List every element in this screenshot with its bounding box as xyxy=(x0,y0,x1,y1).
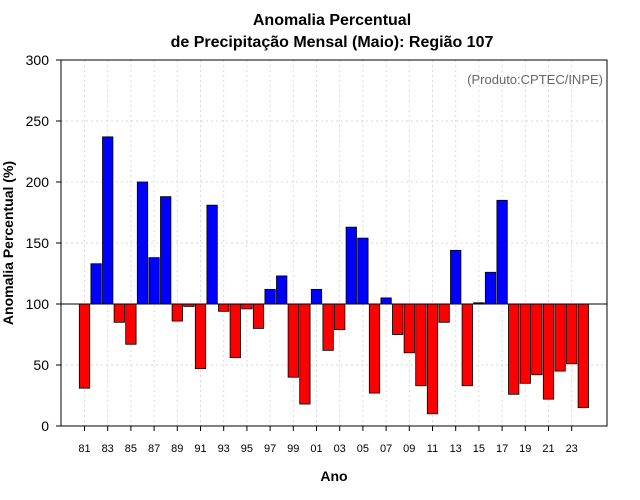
x-axis-ticks: 81 83 85 87 89 91 93 95 97 99 01 03 05 07 09 11 13 15 17 19… xyxy=(78,426,578,455)
x-tick-label-83: 83 xyxy=(102,443,114,455)
bar-21 xyxy=(542,303,555,400)
bar-03 xyxy=(334,303,346,331)
bar-14 xyxy=(461,303,473,387)
bar-04 xyxy=(345,226,357,305)
x-axis-label: Ano xyxy=(320,468,347,484)
bar-01 xyxy=(310,288,323,305)
x-tick-label-17: 17 xyxy=(496,443,508,455)
bar-09 xyxy=(403,303,415,354)
bar-16 xyxy=(484,271,497,305)
x-tick-label-93: 93 xyxy=(218,443,230,455)
bar-92 xyxy=(206,204,218,305)
bar-94 xyxy=(229,303,241,359)
bar-24 xyxy=(577,303,589,409)
y-tick-label-250: 250 xyxy=(26,113,50,129)
bar-99 xyxy=(287,303,299,378)
chart-title-line2: de Precipitação Mensal (Maio): Região 10… xyxy=(171,34,494,51)
bar-22 xyxy=(554,303,566,372)
bar-98 xyxy=(276,275,288,305)
bar-23 xyxy=(566,303,578,365)
bar-87 xyxy=(148,257,160,305)
y-tick-label-50: 50 xyxy=(33,357,49,373)
bar-02 xyxy=(322,303,334,351)
bar-08 xyxy=(392,303,404,335)
x-tick-label-97: 97 xyxy=(264,443,276,455)
bar-06 xyxy=(368,303,381,394)
bar-00 xyxy=(299,303,311,405)
bar-07 xyxy=(380,297,392,305)
y-tick-label-300: 300 xyxy=(26,52,50,68)
x-tick-label-85: 85 xyxy=(125,443,137,455)
bar-13 xyxy=(450,249,462,305)
bar-20 xyxy=(531,303,543,376)
bar-81 xyxy=(78,303,91,389)
bar-95 xyxy=(241,303,253,310)
x-tick-label-89: 89 xyxy=(171,443,183,455)
x-tick-label-03: 03 xyxy=(334,443,346,455)
bar-91 xyxy=(194,303,207,370)
x-tick-label-87: 87 xyxy=(148,443,160,455)
x-tick-label-07: 07 xyxy=(380,443,392,455)
x-tick-label-81: 81 xyxy=(78,443,90,455)
bar-85 xyxy=(125,303,137,345)
chart-title-line1: Anomalia Percentual xyxy=(253,12,411,29)
y-tick-label-150: 150 xyxy=(26,235,50,251)
y-tick-label-100: 100 xyxy=(26,296,50,312)
x-tick-label-91: 91 xyxy=(194,443,206,455)
bar-97 xyxy=(264,288,276,305)
x-tick-label-95: 95 xyxy=(241,443,253,455)
x-tick-label-13: 13 xyxy=(450,443,462,455)
bar-12 xyxy=(438,303,450,323)
y-axis-label: Anomalia Percentual (%) xyxy=(0,161,16,325)
bar-89 xyxy=(171,303,183,322)
bar-82 xyxy=(90,263,102,305)
x-tick-label-01: 01 xyxy=(310,443,322,455)
x-tick-label-99: 99 xyxy=(287,443,299,455)
x-tick-label-11: 11 xyxy=(427,443,438,455)
bar-05 xyxy=(357,237,369,305)
bar-86 xyxy=(136,181,149,305)
x-tick-label-09: 09 xyxy=(403,443,415,455)
x-tick-label-05: 05 xyxy=(357,443,369,455)
y-tick-label-200: 200 xyxy=(26,174,50,190)
bar-17 xyxy=(496,199,508,305)
bar-88 xyxy=(160,196,172,305)
bar-93 xyxy=(218,303,230,312)
bar-11 xyxy=(426,303,439,415)
bar-19 xyxy=(519,303,531,384)
source-note: (Produto:CPTEC/INPE) xyxy=(467,72,603,87)
x-tick-label-21: 21 xyxy=(542,443,554,455)
bar-18 xyxy=(508,303,520,395)
y-axis-ticks: 0 50 100 150 200 250 300 xyxy=(26,52,61,434)
x-tick-label-19: 19 xyxy=(519,443,531,455)
bar-96 xyxy=(252,303,265,329)
x-tick-label-15: 15 xyxy=(473,443,485,455)
bar-83 xyxy=(102,136,114,305)
bar-84 xyxy=(113,303,125,323)
bar-10 xyxy=(415,303,427,387)
y-tick-label-0: 0 xyxy=(41,418,49,434)
x-tick-label-23: 23 xyxy=(566,443,578,455)
bar-series xyxy=(78,136,589,415)
